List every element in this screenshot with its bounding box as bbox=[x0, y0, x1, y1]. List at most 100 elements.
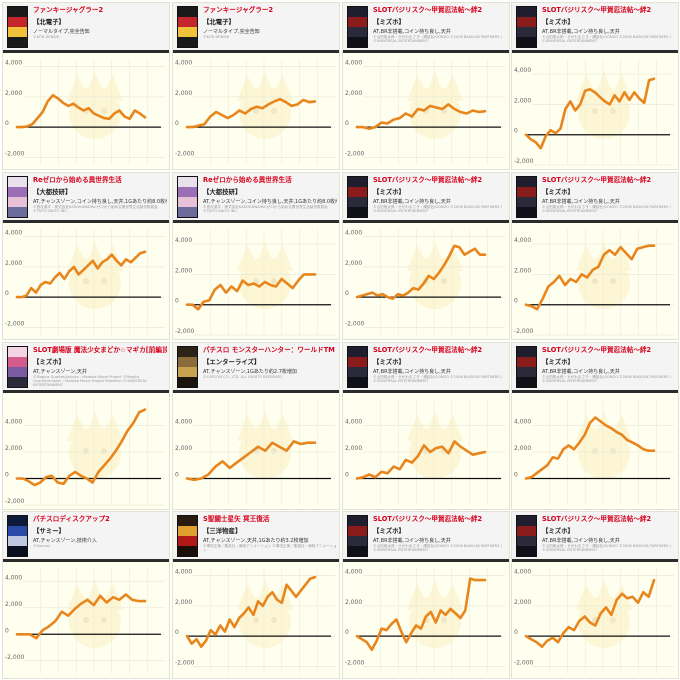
data-point bbox=[186, 477, 188, 480]
data-point bbox=[631, 441, 634, 444]
data-point bbox=[306, 441, 309, 444]
graph-panel[interactable]: SLOTバジリスク〜甲賀忍法帖〜絆2 【ミズホ】 AT,BR非搭載,コイン持ち良し,… bbox=[342, 511, 510, 679]
data-point bbox=[144, 116, 146, 119]
data-point bbox=[87, 107, 90, 110]
data-point bbox=[291, 287, 294, 289]
y-tick-label: 2,000 bbox=[514, 599, 531, 606]
data-point bbox=[261, 604, 264, 607]
machine-type: AT,BR非搭載,コイン持ち良し,天井 bbox=[373, 199, 451, 205]
data-point bbox=[392, 118, 395, 121]
data-point bbox=[361, 638, 363, 641]
data-point bbox=[45, 476, 47, 479]
data-point bbox=[525, 477, 527, 480]
y-tick-label: -2,000 bbox=[345, 659, 365, 666]
data-point bbox=[290, 105, 293, 107]
machine-copyright: ©Magica Quartet/Aniplex・Madoka Movie Pro… bbox=[33, 375, 147, 388]
graph-panel[interactable]: SLOT劇場版 魔法少女まどか☆マギカ[前編]始まりの物語／[後編]永遠の物語【… bbox=[2, 342, 170, 510]
data-point bbox=[67, 614, 70, 617]
machine-thumbnail bbox=[7, 176, 28, 218]
data-point bbox=[72, 102, 75, 105]
balance-chart: 4,000 2,000 0 -2,000 bbox=[345, 59, 505, 165]
data-point bbox=[120, 440, 123, 443]
graph-panel[interactable]: SLOTバジリスク〜甲賀忍法帖〜絆2 【ミズホ】 AT,BR非搭載,コイン持ち良し,… bbox=[511, 2, 679, 170]
data-point bbox=[459, 445, 462, 448]
graph-panel[interactable]: Reゼロから始める異世界生活 【大都技研】 AT,チャンスゾーン,コイン持ち良し,天… bbox=[2, 172, 170, 340]
y-tick-label: 4,000 bbox=[345, 230, 362, 237]
machine-maker: 【ミズホ】 bbox=[542, 358, 574, 366]
data-point bbox=[63, 278, 66, 280]
machine-title: SLOTバジリスク〜甲賀忍法帖〜絆2 bbox=[542, 176, 652, 184]
machine-copyright: ©山田風太郎・せがわまさき・講談社/GONZO ©2006 BASILISK P… bbox=[542, 205, 671, 214]
graph-panel[interactable]: SLOTバジリスク〜甲賀忍法帖〜絆2 【ミズホ】 AT,BR非搭載,コイン持ち良し,… bbox=[342, 2, 510, 170]
data-point bbox=[530, 638, 533, 641]
y-tick-label: 4,000 bbox=[514, 237, 531, 244]
machine-maker: 【ミズホ】 bbox=[542, 527, 574, 535]
data-point bbox=[423, 109, 425, 112]
data-point bbox=[404, 459, 407, 461]
mascot-watermark bbox=[576, 411, 632, 479]
data-point bbox=[244, 112, 247, 115]
graph-panel[interactable]: SLOTバジリスク〜甲賀忍法帖〜絆2 【ミズホ】 AT,BR非搭載,コイン持ち良し,… bbox=[342, 342, 510, 510]
data-point bbox=[113, 112, 116, 115]
machine-copyright: ©山田風太郎・せがわまさき・講談社/GONZO ©2006 BASILISK P… bbox=[542, 35, 671, 44]
data-point bbox=[583, 433, 586, 436]
data-point bbox=[308, 101, 311, 104]
data-point bbox=[92, 112, 95, 115]
graph-panel[interactable]: パチスロディスクアップ2 【サミー】 AT,チャンスゾーン,技術介入 ©Sammy 4,… bbox=[2, 511, 170, 679]
y-tick-label: -2,000 bbox=[175, 150, 195, 157]
data-point bbox=[371, 291, 374, 294]
data-point bbox=[484, 451, 486, 453]
data-point bbox=[264, 449, 267, 452]
data-point bbox=[567, 626, 570, 628]
data-point bbox=[16, 633, 18, 636]
data-point bbox=[190, 642, 193, 645]
data-point bbox=[417, 288, 420, 291]
data-point bbox=[60, 610, 63, 613]
data-point bbox=[252, 282, 255, 285]
graph-panel[interactable]: SLOTバジリスク〜甲賀忍法帖〜絆2 【ミズホ】 AT,BR非搭載,コイン持ち良し,… bbox=[511, 172, 679, 340]
graph-panel[interactable]: Reゼロから始める異世界生活 【大都技研】 AT,チャンスゾーン,コイン持ち良し,天… bbox=[172, 172, 340, 340]
data-point bbox=[536, 308, 539, 311]
data-point bbox=[422, 282, 425, 285]
data-point bbox=[299, 589, 302, 592]
y-tick-label: 4,000 bbox=[175, 419, 192, 426]
data-point bbox=[453, 108, 456, 110]
data-point bbox=[453, 244, 456, 247]
machine-copyright: ©車田正美／集英社・東映アニメーション ©車田正美／集英社・東映アニメーション bbox=[203, 544, 337, 553]
y-tick-label: 4,000 bbox=[5, 574, 22, 581]
graph-panel[interactable]: SLOTバジリスク〜甲賀忍法帖〜絆2 【ミズホ】 AT,BR非搭載,コイン持ち良し,… bbox=[511, 511, 679, 679]
machine-copyright: ©CAPCOM CO., LTD. ALL RIGHTS RESERVED bbox=[203, 375, 283, 379]
data-point bbox=[285, 583, 288, 586]
data-point bbox=[425, 615, 427, 618]
mascot-watermark bbox=[67, 411, 123, 479]
machine-copyright: ©山田風太郎・せがわまさき・講談社/GONZO ©2006 BASILISK P… bbox=[373, 205, 502, 214]
data-point bbox=[356, 296, 358, 299]
data-point bbox=[525, 303, 527, 306]
mascot-watermark bbox=[576, 580, 632, 648]
data-point bbox=[447, 452, 450, 455]
graph-panel[interactable]: ファンキージャグラー2 【北電子】 ノーマルタイプ,完全告知 ©KITA DENSHI… bbox=[2, 2, 170, 170]
data-point bbox=[144, 600, 146, 603]
machine-type: AT,チャンスゾーン,コイン持ち良し,天井,1Gあたり約8.0枚増加 bbox=[33, 199, 167, 205]
y-tick-label: 4,000 bbox=[345, 419, 362, 426]
graph-panel[interactable]: S聖闘士星矢 冥王復活 【三洋物産】 AT,チャンスゾーン,天井,1Gあたり約3.2… bbox=[172, 511, 340, 679]
graph-panel[interactable]: SLOTバジリスク〜甲賀忍法帖〜絆2 【ミズホ】 AT,BR非搭載,コイン持ち良し,… bbox=[511, 342, 679, 510]
data-point bbox=[361, 294, 364, 297]
data-point bbox=[429, 611, 432, 613]
data-point bbox=[87, 264, 90, 267]
data-point bbox=[73, 608, 76, 610]
machine-type: AT,BR非搭載,コイン持ち良し,天井 bbox=[542, 369, 620, 375]
data-point bbox=[653, 244, 655, 247]
data-point bbox=[290, 589, 293, 592]
data-point bbox=[85, 477, 88, 480]
graph-panel[interactable]: ファンキージャグラー2 【北電子】 ノーマルタイプ,完全告知 ©KITA DENSHI… bbox=[172, 2, 340, 170]
data-point bbox=[356, 477, 358, 480]
machine-maker: 【サミー】 bbox=[33, 527, 65, 535]
graph-panel[interactable]: SLOTバジリスク〜甲賀忍法帖〜絆2 【ミズホ】 AT,BR非搭載,コイン持ち良し,… bbox=[342, 172, 510, 340]
data-point bbox=[144, 408, 146, 411]
data-point bbox=[36, 117, 39, 119]
graph-panel[interactable]: パチスロ モンスターハンター：ワールドTM 黄金狩猟【エンターライズ】 AT,チャ… bbox=[172, 342, 340, 510]
machine-thumbnail bbox=[516, 6, 537, 48]
machine-title: Reゼロから始める異世界生活 bbox=[33, 176, 122, 184]
data-point bbox=[618, 100, 621, 103]
